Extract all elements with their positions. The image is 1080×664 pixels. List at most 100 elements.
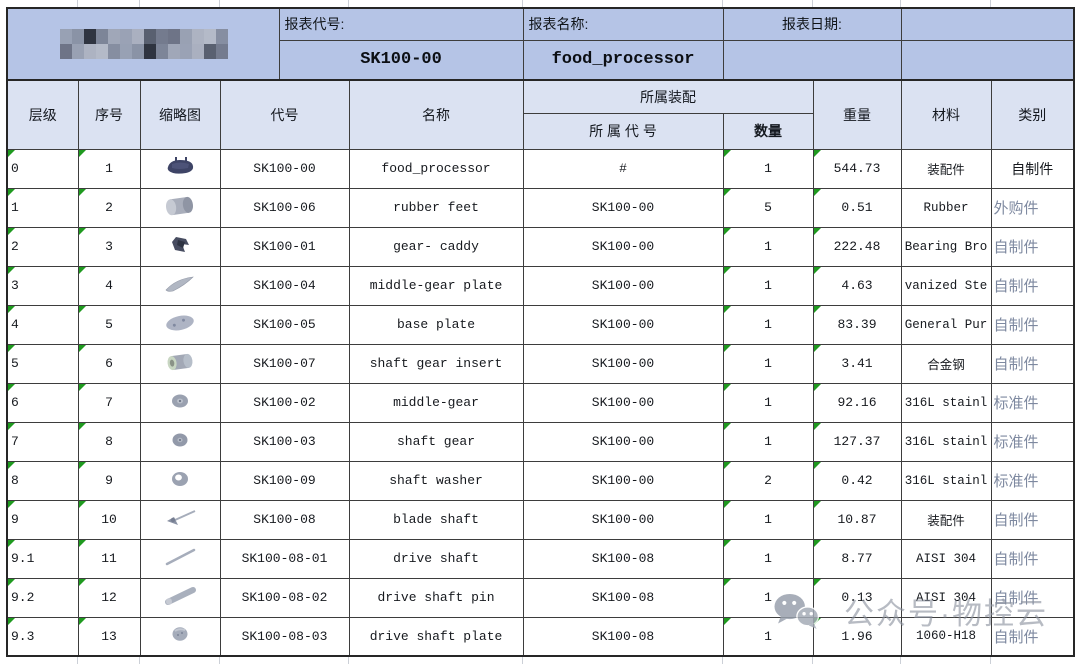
code-cell: SK100-04 [219, 265, 350, 306]
small-disc-thumbnail-icon [158, 619, 202, 649]
name-cell: base plate [348, 304, 524, 345]
thick-rod-thumbnail-icon [158, 581, 202, 611]
parent-code-cell: SK100-00 [522, 226, 724, 267]
weight-cell: 222.48 [812, 226, 902, 267]
parent-code-cell: SK100-08 [522, 538, 724, 579]
level-cell: 0 [6, 148, 79, 189]
thumbnail-cell [139, 421, 221, 462]
category-cell: 自制件 [990, 499, 1075, 540]
table-row: 2 3 SK100-01 gear- caddy SK100-00 1 222.… [6, 226, 1075, 267]
material-cell: General Pur [900, 304, 992, 345]
report-name-value: food_processor [522, 39, 724, 81]
material-cell: 316L stainl [900, 382, 992, 423]
material-cell: 装配件 [900, 148, 992, 189]
qty-cell: 5 [722, 187, 814, 228]
parent-code-cell: SK100-08 [522, 577, 724, 618]
parent-code-cell: SK100-00 [522, 460, 724, 501]
gridline-stub [812, 657, 813, 664]
parent-code-cell: # [522, 148, 724, 189]
thumbnail-cell [139, 616, 221, 657]
bom-table-body: 0 1 SK100-00 food_processor # 1 544.73 装… [6, 148, 1075, 657]
level-cell: 9.1 [6, 538, 79, 579]
gridline-stub [812, 0, 813, 7]
qty-cell: 1 [722, 421, 814, 462]
name-cell: blade shaft [348, 499, 524, 540]
seq-cell: 11 [77, 538, 141, 579]
weight-cell: 1.96 [812, 616, 902, 657]
thumbnail-cell [139, 538, 221, 579]
code-cell: SK100-08-01 [219, 538, 350, 579]
food-processor-blob-thumbnail-icon [158, 152, 202, 182]
thumbnail-cell [139, 499, 221, 540]
category-cell: 自制件 [990, 577, 1075, 618]
col-header-level: 层级 [6, 79, 79, 150]
insert-cylinder-thumbnail-icon [158, 347, 202, 377]
qty-cell: 1 [722, 343, 814, 384]
gridline-stub [139, 657, 140, 664]
seq-cell: 12 [77, 577, 141, 618]
code-cell: SK100-03 [219, 421, 350, 462]
table-row: 4 5 SK100-05 base plate SK100-00 1 83.39… [6, 304, 1075, 345]
blurred-company-logo [60, 29, 228, 59]
washer-thumbnail-icon [158, 464, 202, 494]
blade-shaft-thumbnail-icon [158, 503, 202, 533]
gear-disc-thumbnail-icon [158, 425, 202, 455]
gridline-stub [722, 657, 723, 664]
qty-cell: 1 [722, 616, 814, 657]
parent-code-cell: SK100-00 [522, 187, 724, 228]
code-cell: SK100-02 [219, 382, 350, 423]
table-row: 9.1 11 SK100-08-01 drive shaft SK100-08 … [6, 538, 1075, 579]
report-date-label: 报表日期: [722, 7, 902, 41]
gridline-stub [348, 657, 349, 664]
curved-blade-thumbnail-icon [158, 269, 202, 299]
parent-code-cell: SK100-00 [522, 343, 724, 384]
gridline-stub [522, 657, 523, 664]
seq-cell: 10 [77, 499, 141, 540]
bom-table: 层级 序号 缩略图 代号 名称 所属装配 重量 材料 类别 所 属 代 号 数量… [6, 79, 1075, 657]
level-cell: 8 [6, 460, 79, 501]
qty-cell: 1 [722, 499, 814, 540]
col-header-weight: 重量 [812, 79, 902, 150]
thumbnail-cell [139, 382, 221, 423]
gridline-stub [77, 0, 78, 7]
seq-cell: 6 [77, 343, 141, 384]
qty-cell: 1 [722, 382, 814, 423]
parent-code-cell: SK100-00 [522, 421, 724, 462]
name-cell: drive shaft [348, 538, 524, 579]
gridline-stub [900, 0, 901, 7]
name-cell: shaft gear [348, 421, 524, 462]
thumbnail-cell [139, 187, 221, 228]
code-cell: SK100-09 [219, 460, 350, 501]
col-header-code: 代号 [219, 79, 350, 150]
gridline-stub [219, 0, 220, 7]
level-cell: 5 [6, 343, 79, 384]
gridline-stub [348, 0, 349, 7]
col-header-seq: 序号 [77, 79, 141, 150]
col-header-parent-code: 所 属 代 号 [522, 112, 724, 150]
seq-cell: 9 [77, 460, 141, 501]
table-row: 8 9 SK100-09 shaft washer SK100-00 2 0.4… [6, 460, 1075, 501]
qty-cell: 2 [722, 460, 814, 501]
material-cell: 316L stainl [900, 460, 992, 501]
code-cell: SK100-01 [219, 226, 350, 267]
name-cell: gear- caddy [348, 226, 524, 267]
table-row: 9.3 13 SK100-08-03 drive shaft plate SK1… [6, 616, 1075, 657]
col-header-category: 类别 [990, 79, 1075, 150]
seq-cell: 5 [77, 304, 141, 345]
category-cell: 自制件 [990, 304, 1075, 345]
parent-code-cell: SK100-08 [522, 616, 724, 657]
code-cell: SK100-07 [219, 343, 350, 384]
name-cell: shaft gear insert [348, 343, 524, 384]
material-cell: 合金钢 [900, 343, 992, 384]
level-cell: 4 [6, 304, 79, 345]
gridline-stub [522, 0, 523, 7]
report-header-empty-cell [900, 7, 1075, 41]
parent-code-cell: SK100-00 [522, 265, 724, 306]
col-header-material: 材料 [900, 79, 992, 150]
weight-cell: 0.42 [812, 460, 902, 501]
seq-cell: 2 [77, 187, 141, 228]
gridline-stub [77, 657, 78, 664]
qty-cell: 1 [722, 538, 814, 579]
name-cell: middle-gear [348, 382, 524, 423]
